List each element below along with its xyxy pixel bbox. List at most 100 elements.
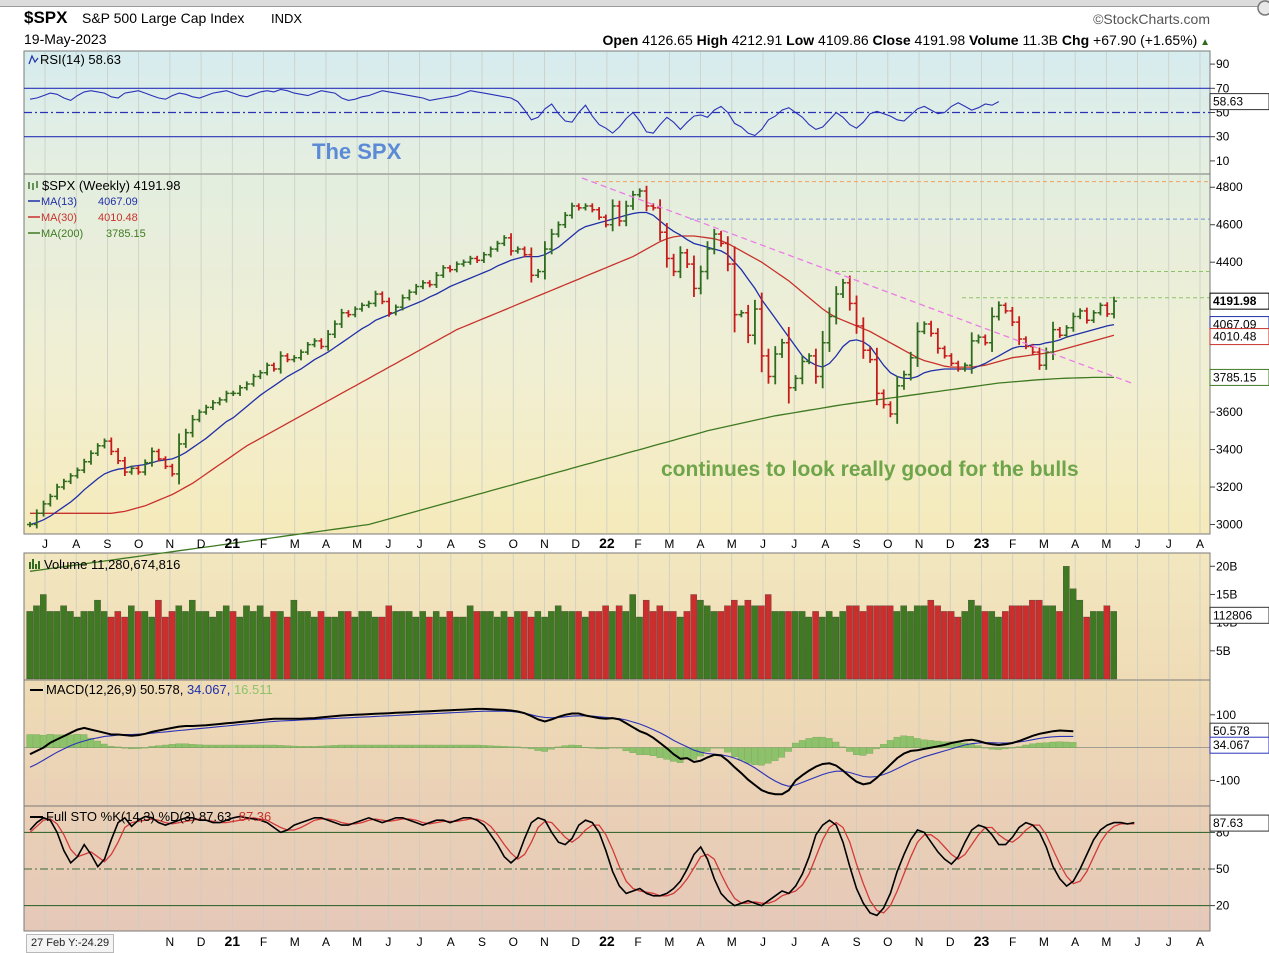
ohlc-bar: [74, 467, 81, 479]
x-tick-label: J: [1135, 537, 1141, 551]
macd-histogram-bar: [87, 737, 95, 748]
x-tick-label-bottom: J: [385, 935, 391, 949]
ohlc-bar: [921, 321, 928, 335]
macd-histogram-bar: [1035, 742, 1043, 748]
volume-bar: [141, 611, 149, 680]
volume-bar: [46, 611, 54, 680]
macd-histogram-bar: [934, 740, 941, 748]
volume-bar: [913, 605, 921, 680]
macd-tick--100: -100: [1216, 773, 1240, 787]
quote-volume-value: 11.3B: [1022, 32, 1058, 48]
title-note: The SPX: [312, 139, 402, 164]
macd-histogram-bar: [250, 744, 257, 748]
volume-bar: [853, 605, 860, 680]
macd-histogram-bar: [378, 744, 386, 748]
volume-bar: [338, 611, 345, 680]
ohlc-bar: [657, 199, 664, 241]
sto-k-line: [29, 815, 1135, 917]
volume-bar: [358, 611, 365, 680]
ohlc-bar: [392, 304, 399, 316]
macd-histogram-bar: [405, 744, 413, 748]
macd-histogram-bar: [873, 747, 880, 750]
volume-bar: [758, 605, 765, 680]
macd-histogram-bar: [229, 744, 237, 748]
ohlc-bar: [1083, 307, 1090, 324]
ohlc-bar: [948, 353, 955, 366]
ohlc-bar: [277, 351, 284, 374]
macd-histogram-bar: [839, 746, 847, 748]
quote-volume-label: Volume: [965, 32, 1022, 48]
macd-histogram-bar: [548, 747, 555, 750]
volume-bar: [432, 611, 440, 680]
ohlc-bar: [406, 289, 413, 301]
symbol: $SPX: [24, 8, 68, 27]
volume-bar: [920, 605, 928, 680]
macd-histogram-bar: [683, 747, 691, 759]
ohlc-bar: [270, 362, 277, 372]
ohlc-bar: [704, 241, 711, 280]
volume-bar: [907, 611, 914, 680]
price-tick-4400: 4400: [1216, 255, 1243, 269]
ohlc-bar: [47, 493, 54, 507]
macd-histogram-bar: [744, 747, 752, 764]
ohlc-bar: [250, 373, 257, 387]
x-tick-label: M: [290, 537, 300, 551]
ma30-tag-box: [1209, 328, 1269, 346]
ohlc-bar: [176, 433, 183, 485]
ohlc-bar: [928, 320, 935, 337]
volume-bar: [229, 611, 237, 680]
ohlc-bar: [995, 301, 1002, 321]
macd-histogram-bar: [114, 746, 122, 748]
ohlc-bar: [264, 362, 271, 376]
ohlc-bar: [772, 346, 779, 385]
volume-bar: [33, 605, 40, 680]
downtrend-line: [581, 177, 1135, 385]
ohlc-bar: [399, 294, 406, 311]
ohlc-bar: [792, 375, 799, 392]
ohlc-bar: [867, 346, 874, 363]
macd-histogram-bar: [792, 742, 799, 748]
rsi-legend-text: RSI(14) 58.63: [40, 52, 121, 67]
x-tick-label: D: [197, 537, 206, 551]
corner-handle-icon[interactable]: [1253, 0, 1269, 16]
volume-bar: [988, 611, 996, 680]
volume-bar: [954, 616, 962, 680]
rsi-tick-90: 90: [1216, 57, 1230, 71]
x-tick-label-bottom: N: [915, 935, 924, 949]
rsi-last-tag-box: [1209, 93, 1269, 111]
macd-histogram-bar: [473, 744, 481, 748]
volume-bar: [311, 616, 318, 680]
window-top-strip: [0, 0, 1269, 7]
volume-bar: [636, 616, 643, 680]
ohlc-bar: [968, 332, 975, 374]
ohlc-bar: [541, 241, 548, 280]
x-tick-label: J: [42, 537, 48, 551]
macd-histogram-bar: [893, 736, 901, 748]
macd-histogram-bar: [412, 744, 420, 748]
macd-histogram-bar: [819, 736, 826, 748]
macd-histogram-bar: [1022, 744, 1029, 748]
macd-histogram-bar: [446, 744, 454, 748]
quote-open-label: Open: [602, 32, 642, 48]
ma200-tag-box: [1209, 368, 1269, 386]
x-tick-label: F: [260, 537, 267, 551]
macd-histogram-bar: [507, 746, 515, 748]
volume-bar: [1083, 616, 1090, 680]
volume-bar: [676, 616, 684, 680]
ohlc-bar: [873, 347, 880, 406]
ohlc-bar: [602, 214, 609, 228]
macd-histogram-bar: [920, 739, 928, 748]
macd-histogram-bar: [175, 743, 183, 748]
ohlc-bar: [243, 381, 250, 391]
x-tick-label-bottom: O: [883, 935, 892, 949]
quote-open-value: 4126.65: [642, 32, 693, 48]
macd-histogram-bar: [724, 747, 731, 753]
ohlc-bar: [900, 370, 907, 390]
ohlc-bar: [54, 483, 61, 500]
x-tick-label: M: [352, 537, 362, 551]
macd-histogram-bar: [853, 747, 860, 755]
sto-last-tag-box: [1209, 814, 1269, 832]
macd-histogram-bar: [107, 746, 115, 748]
ohlc-bar: [433, 272, 440, 288]
